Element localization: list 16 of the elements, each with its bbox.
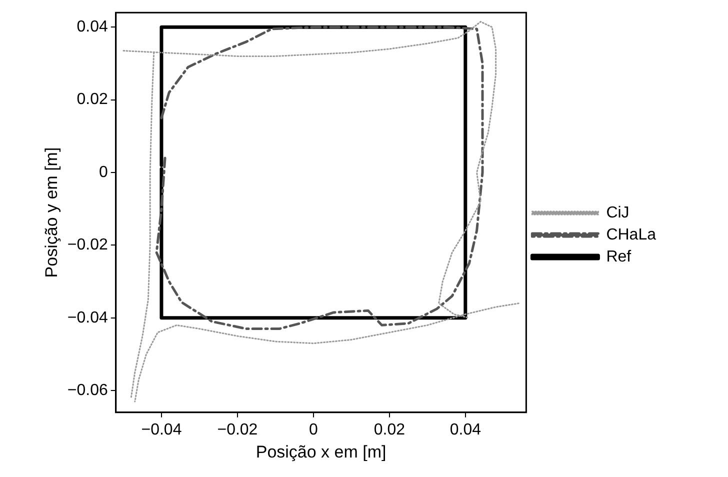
y-tick-label: −0.02 [67,236,108,254]
y-tick-label: −0.06 [67,382,108,399]
legend-label: CHaLa [606,226,656,244]
x-tick-label: 0.02 [374,421,406,438]
y-tick-label: 0.04 [76,18,108,36]
x-tick-label: −0.02 [217,421,258,438]
legend-label: Ref [606,248,632,266]
x-axis-title: Posição x em [m] [256,442,386,462]
x-tick-label: 0.04 [450,421,482,438]
y-tick-label: 0.02 [76,91,108,108]
y-tick-label: −0.04 [67,309,108,326]
y-axis-title: Posição y em [m] [42,147,61,278]
x-tick-label: 0 [308,421,318,438]
legend-label: CiJ [606,204,630,222]
x-tick-label: −0.04 [141,421,182,438]
y-tick-label: 0 [98,164,108,181]
